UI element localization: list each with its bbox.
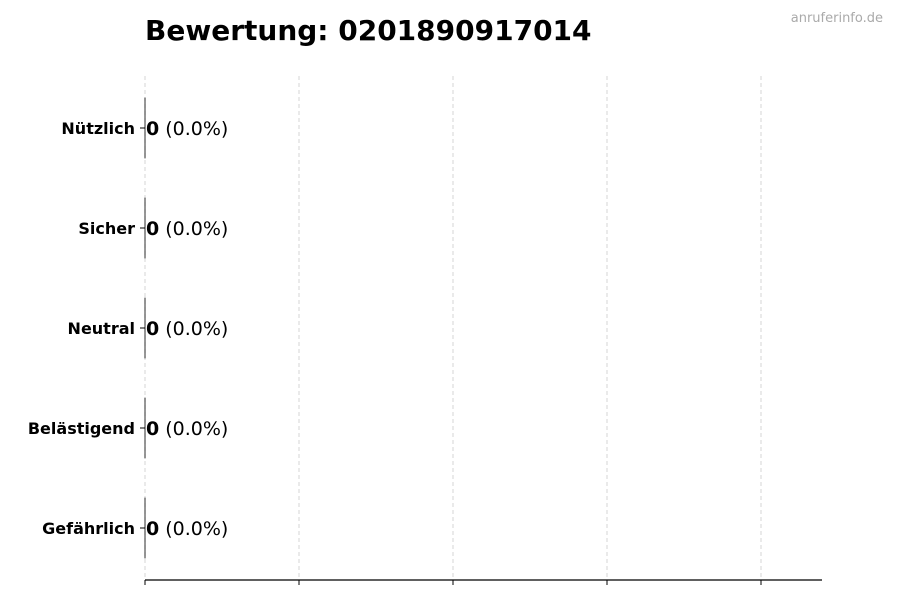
data-label: 0 (0.0%): [146, 318, 228, 340]
data-label-count: 0: [146, 318, 159, 340]
y-tick-label: Gefährlich: [42, 519, 135, 538]
data-label-count: 0: [146, 118, 159, 140]
y-tick-label: Sicher: [78, 219, 135, 238]
data-label: 0 (0.0%): [146, 418, 228, 440]
data-label-count: 0: [146, 518, 159, 540]
data-label-percent: (0.0%): [165, 318, 228, 340]
data-label-percent: (0.0%): [165, 218, 228, 240]
bars: 0 (0.0%) 0 (0.0%) 0 (0.0%) 0 (0.0%) 0 (0.0%): [144, 97, 228, 559]
data-label-percent: (0.0%): [165, 418, 228, 440]
gridlines: [144, 76, 762, 580]
data-label-count: 0: [146, 418, 159, 440]
chart-title: Bewertung: 0201890917014: [145, 14, 592, 47]
x-axis: Nützlich Sicher Neutral Belästigend Gefährli…: [28, 119, 822, 585]
y-tick-label: Nützlich: [61, 119, 135, 138]
data-label: 0 (0.0%): [146, 518, 228, 540]
data-label-percent: (0.0%): [165, 518, 228, 540]
data-label: 0 (0.0%): [146, 218, 228, 240]
y-tick-label: Neutral: [68, 319, 135, 338]
data-label: 0 (0.0%): [146, 118, 228, 140]
data-label-count: 0: [146, 218, 159, 240]
data-label-percent: (0.0%): [165, 118, 228, 140]
y-tick-label: Belästigend: [28, 419, 135, 438]
watermark: anruferinfo.de: [791, 11, 883, 26]
